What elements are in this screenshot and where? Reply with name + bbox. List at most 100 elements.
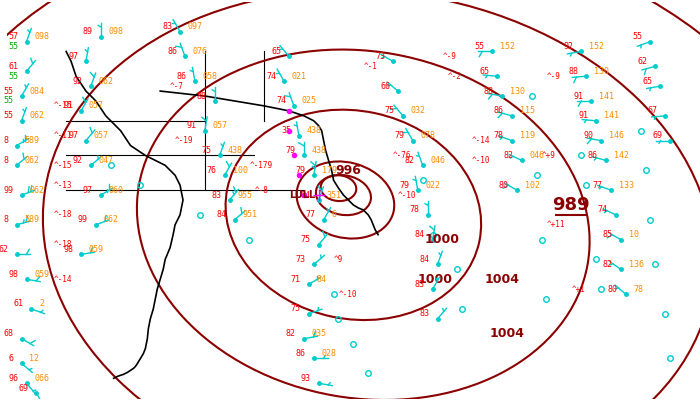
Text: 77: 77	[593, 180, 603, 190]
Text: 119: 119	[519, 131, 535, 140]
Text: 130: 130	[594, 67, 609, 76]
Text: 96: 96	[8, 374, 19, 383]
Text: 91: 91	[578, 111, 588, 120]
Text: 84: 84	[316, 275, 327, 284]
Text: 86: 86	[296, 349, 306, 358]
Text: 98: 98	[63, 245, 73, 254]
Text: 141: 141	[604, 111, 619, 120]
Text: 75: 75	[291, 304, 301, 314]
Text: 79: 79	[286, 146, 296, 155]
Text: 1000: 1000	[425, 233, 460, 246]
Text: 130: 130	[510, 87, 525, 95]
Text: 65: 65	[479, 67, 489, 76]
Text: 152: 152	[589, 42, 604, 51]
Text: ^-11: ^-11	[53, 131, 72, 140]
Text: ^-13: ^-13	[53, 180, 72, 190]
Text: 058: 058	[203, 72, 218, 81]
Text: 68: 68	[4, 329, 13, 338]
Text: LULL: LULL	[288, 190, 315, 200]
Text: 97: 97	[68, 52, 78, 61]
Text: 028: 028	[322, 349, 337, 358]
Text: 022: 022	[426, 180, 441, 190]
Text: 84: 84	[419, 255, 430, 264]
Text: 035: 035	[312, 329, 327, 338]
Text: 86: 86	[494, 106, 504, 115]
Text: 79: 79	[395, 131, 405, 140]
Text: ^9: ^9	[333, 255, 343, 264]
Text: 86: 86	[588, 151, 598, 160]
Text: 86: 86	[177, 72, 187, 81]
Text: 8: 8	[4, 215, 8, 224]
Text: 438: 438	[228, 146, 243, 155]
Text: 8: 8	[4, 136, 8, 145]
Text: 75: 75	[202, 146, 211, 155]
Text: 062: 062	[99, 77, 114, 86]
Text: 84: 84	[414, 230, 425, 239]
Text: 80: 80	[499, 180, 509, 190]
Text: 6: 6	[332, 211, 337, 219]
Text: 066: 066	[34, 374, 50, 383]
Text: ^+11: ^+11	[547, 220, 565, 229]
Text: 74: 74	[276, 97, 286, 105]
Text: 90: 90	[583, 131, 593, 140]
Text: 989: 989	[552, 196, 590, 214]
Text: 75: 75	[301, 235, 311, 244]
Text: ^-1: ^-1	[363, 62, 377, 71]
Text: 098: 098	[34, 32, 50, 41]
Text: 73: 73	[375, 52, 385, 61]
Text: 62: 62	[638, 57, 648, 66]
Text: 79: 79	[400, 180, 410, 190]
Text: 146: 146	[609, 131, 624, 140]
Text: 83: 83	[211, 190, 222, 200]
Text: ^-10: ^-10	[473, 156, 491, 165]
Text: ^-15: ^-15	[53, 101, 72, 110]
Text: 084: 084	[29, 87, 45, 95]
Text: 76: 76	[206, 166, 217, 175]
Text: 82: 82	[405, 156, 415, 165]
Text: 91: 91	[187, 121, 197, 130]
Text: ^+1: ^+1	[571, 285, 585, 294]
Text: ^-14: ^-14	[473, 136, 491, 145]
Text: 78: 78	[494, 131, 504, 140]
Text: 057: 057	[213, 121, 228, 130]
Text: ^-18: ^-18	[53, 240, 72, 249]
Text: 85: 85	[603, 230, 612, 239]
Text: 88: 88	[568, 67, 578, 76]
Text: 12: 12	[29, 354, 39, 363]
Text: 65: 65	[271, 47, 281, 56]
Text: 55: 55	[8, 42, 19, 51]
Text: 89: 89	[83, 27, 93, 36]
Text: 91: 91	[573, 91, 583, 101]
Text: 142: 142	[614, 151, 629, 160]
Text: 152: 152	[500, 42, 515, 51]
Text: 1004: 1004	[489, 327, 524, 340]
Text: 059: 059	[89, 245, 104, 254]
Text: 55: 55	[8, 72, 19, 81]
Text: 97: 97	[83, 186, 93, 194]
Text: ^-19: ^-19	[175, 136, 194, 145]
Text: 062: 062	[29, 186, 45, 194]
Text: 10: 10	[629, 230, 638, 239]
Text: 75: 75	[385, 106, 395, 115]
Text: 92: 92	[73, 156, 83, 165]
Text: 84: 84	[216, 211, 227, 219]
Text: 77: 77	[306, 211, 316, 219]
Text: 098: 098	[108, 27, 124, 36]
Text: 86: 86	[167, 47, 177, 56]
Text: 589: 589	[25, 136, 39, 145]
Text: 097: 097	[188, 22, 203, 31]
Text: 83: 83	[419, 310, 430, 318]
Text: 84: 84	[301, 190, 311, 200]
Text: 133: 133	[619, 180, 634, 190]
Text: 102: 102	[525, 180, 540, 190]
Text: 8: 8	[4, 156, 8, 165]
Text: ^-18: ^-18	[53, 211, 72, 219]
Text: 060: 060	[108, 186, 124, 194]
Text: 79: 79	[296, 166, 306, 175]
Text: 99: 99	[4, 186, 13, 194]
Text: 55: 55	[4, 97, 13, 105]
Text: 100: 100	[232, 166, 248, 175]
Text: 62: 62	[0, 245, 8, 254]
Text: 74: 74	[598, 205, 608, 215]
Text: 55: 55	[4, 111, 13, 120]
